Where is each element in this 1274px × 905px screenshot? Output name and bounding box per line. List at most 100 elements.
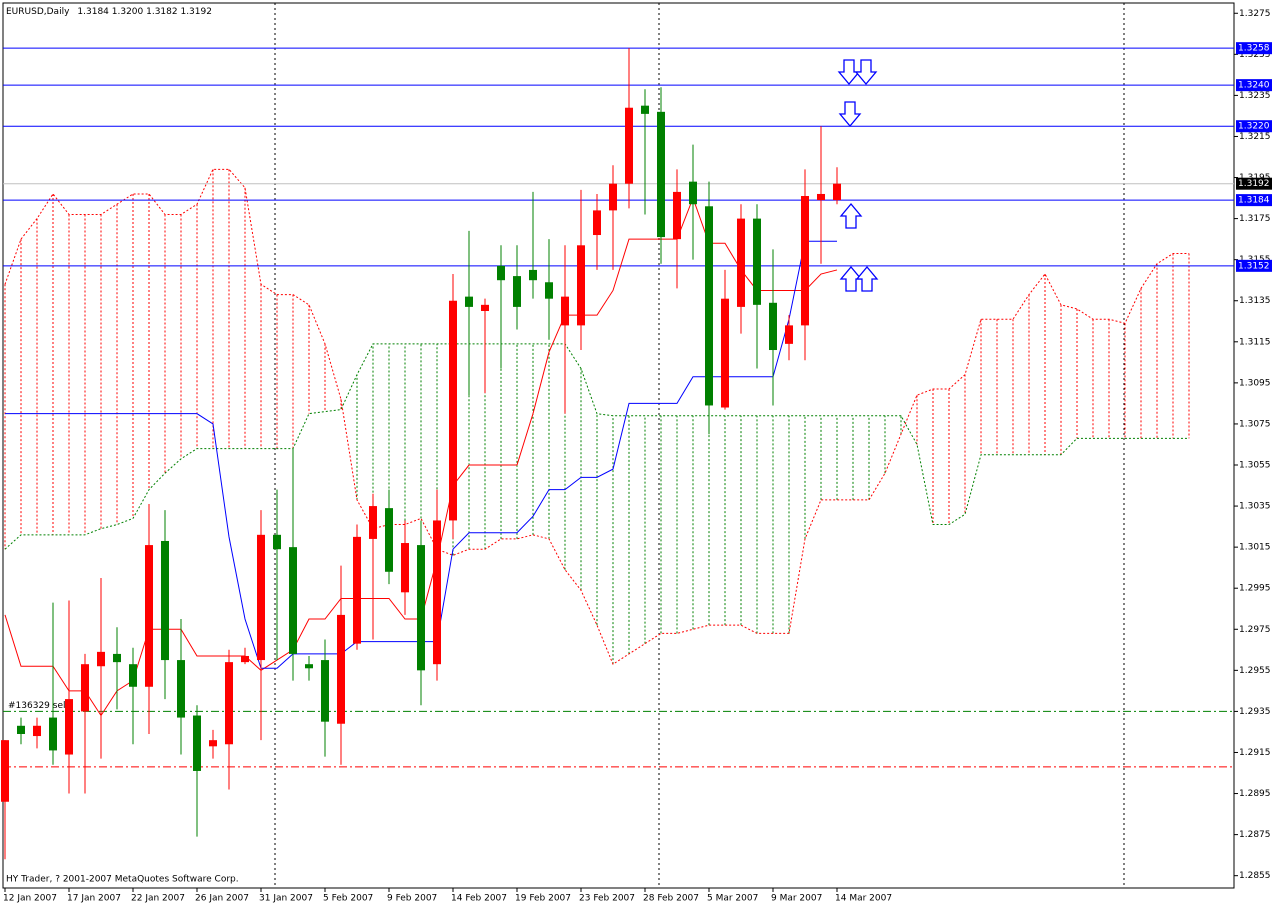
candle-body — [401, 543, 409, 593]
candle-body — [177, 660, 185, 718]
candle-body — [17, 725, 25, 734]
down-arrow — [838, 101, 862, 128]
candle-body — [209, 740, 217, 747]
candle-body — [577, 245, 585, 326]
y-tick-label: 1.3135 — [1239, 296, 1271, 306]
candle-body — [433, 520, 441, 665]
x-tick-label: 26 Jan 2007 — [195, 894, 249, 904]
candle-body — [513, 276, 521, 307]
level-tag — [1236, 120, 1272, 133]
candle-body — [625, 107, 633, 184]
candle-body — [833, 183, 841, 201]
candle-body — [81, 664, 89, 712]
candle-body — [801, 196, 809, 326]
symbol: EURUSD,Daily — [6, 7, 70, 17]
y-tick-label: 1.3115 — [1239, 337, 1271, 347]
y-tick-label: 1.2995 — [1239, 584, 1271, 594]
x-tick-label: 14 Mar 2007 — [835, 894, 892, 904]
level-label: 1.3152 — [1238, 261, 1270, 271]
candle-body — [113, 653, 121, 663]
up-arrow — [839, 265, 863, 292]
x-tick-label: 19 Feb 2007 — [515, 894, 571, 904]
candle-body — [321, 660, 329, 722]
candle-body — [481, 304, 489, 312]
candle-body — [449, 300, 457, 521]
candle-body — [721, 298, 729, 408]
candle-body — [353, 536, 361, 644]
level-label: 1.3240 — [1238, 81, 1270, 91]
level-label: 1.3184 — [1238, 196, 1270, 206]
y-tick-label: 1.3015 — [1239, 543, 1271, 553]
candle-body — [33, 725, 41, 737]
up-arrow — [855, 265, 879, 292]
y-tick-label: 1.3215 — [1239, 132, 1271, 142]
x-tick-label: 14 Feb 2007 — [451, 894, 507, 904]
footer: HY Trader, ? 2001-2007 MetaQuotes Softwa… — [6, 875, 239, 885]
candle-body — [417, 545, 425, 671]
candle-body — [529, 269, 537, 281]
x-tick-label: 17 Jan 2007 — [67, 894, 121, 904]
level-label: 1.3220 — [1238, 122, 1270, 132]
candle-body — [273, 534, 281, 550]
level-tag — [1236, 79, 1272, 92]
candle-body — [97, 651, 105, 667]
candle-body — [737, 218, 745, 307]
candle-body — [689, 181, 697, 205]
y-tick-label: 1.3255 — [1239, 50, 1271, 60]
candle-body — [545, 282, 553, 299]
ohlc: 1.3184 1.3200 1.3182 1.3192 — [77, 7, 212, 17]
candle-body — [593, 210, 601, 236]
candle-body — [657, 111, 665, 238]
price-tag — [1236, 177, 1272, 190]
level-label: 1.3258 — [1238, 44, 1270, 54]
y-tick-label: 1.2975 — [1239, 625, 1271, 635]
level-tag — [1236, 259, 1272, 272]
x-tick-label: 9 Feb 2007 — [387, 894, 437, 904]
y-tick-label: 1.3055 — [1239, 461, 1271, 471]
candle-body — [193, 715, 201, 771]
y-tick-label: 1.2955 — [1239, 666, 1271, 676]
candle-body — [561, 296, 569, 326]
chart-header: EURUSD,Daily 1.3184 1.3200 1.3182 1.3192 — [6, 7, 212, 17]
level-tag — [1236, 194, 1272, 207]
x-tick-label: 12 Jan 2007 — [3, 894, 57, 904]
level-tag — [1236, 42, 1272, 55]
candle-body — [497, 265, 505, 281]
x-tick-label: 9 Mar 2007 — [771, 894, 822, 904]
candle-body — [609, 183, 617, 211]
candle-body — [337, 614, 345, 724]
order-label: #136329 sell — [8, 701, 68, 711]
candle-body — [385, 508, 393, 572]
candle-body — [49, 717, 57, 751]
y-tick-label: 1.3175 — [1239, 214, 1271, 224]
candle-body — [753, 218, 761, 305]
y-tick-label: 1.2855 — [1239, 871, 1271, 881]
senkou-span-a — [4, 168, 1189, 665]
y-tick-label: 1.2935 — [1239, 707, 1271, 717]
y-tick-label: 1.2915 — [1239, 748, 1271, 758]
x-tick-label: 22 Jan 2007 — [131, 894, 185, 904]
candle-body — [65, 699, 73, 755]
y-tick-label: 1.3075 — [1239, 419, 1271, 429]
candle-body — [305, 664, 313, 669]
candle-body — [641, 105, 649, 114]
price-label: 1.3192 — [1238, 179, 1270, 189]
signal-arrows — [837, 59, 879, 292]
candle-body — [225, 662, 233, 745]
candle-body — [289, 547, 297, 654]
y-tick-label: 1.3095 — [1239, 378, 1271, 388]
y-tick-label: 1.3275 — [1239, 9, 1271, 19]
candle-body — [257, 534, 265, 661]
down-arrow — [854, 59, 878, 86]
down-arrow — [837, 59, 861, 86]
candle-body — [241, 655, 249, 663]
candle-body — [705, 206, 713, 406]
candle-body — [785, 325, 793, 344]
plot-layer: #136329 sell — [1, 47, 1234, 860]
candle-body — [465, 296, 473, 307]
x-tick-label: 5 Mar 2007 — [707, 894, 758, 904]
y-tick-label: 1.2875 — [1239, 830, 1271, 840]
candle-body — [769, 302, 777, 351]
senkou-span-b — [4, 343, 1189, 550]
